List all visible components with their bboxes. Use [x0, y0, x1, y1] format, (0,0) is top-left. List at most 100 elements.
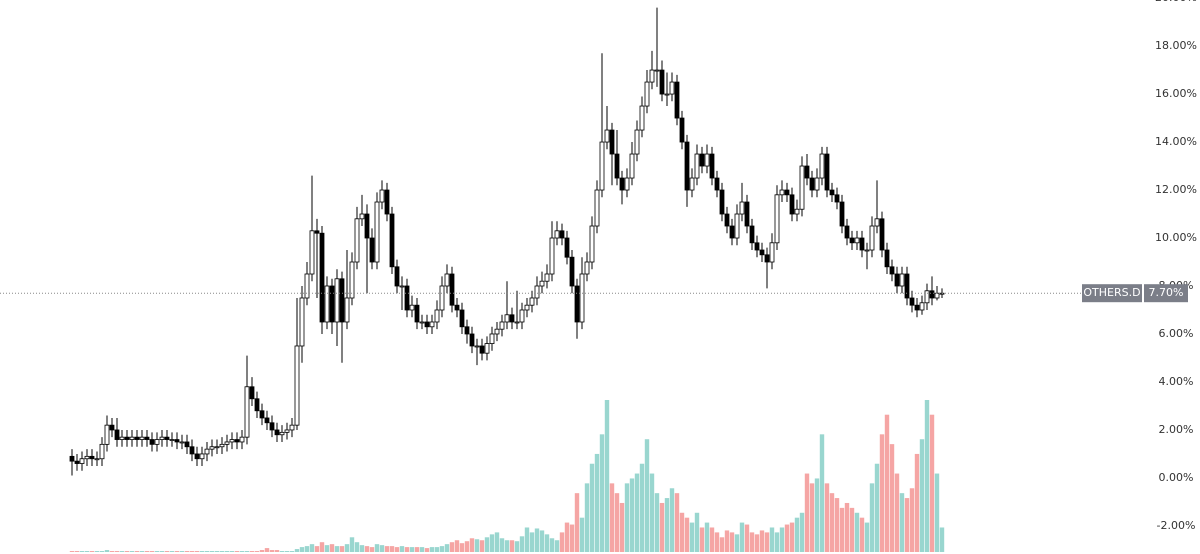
candle-body	[739, 201, 745, 215]
candle-body	[439, 285, 445, 311]
candle-body	[199, 453, 205, 460]
candle-body	[494, 328, 500, 335]
volume-bar	[444, 544, 450, 552]
price-tag	[1144, 284, 1188, 303]
y-tick-label: 16.00%	[1155, 87, 1197, 100]
volume-bar	[519, 536, 525, 552]
volume-bar	[434, 547, 440, 552]
volume-bar	[509, 540, 515, 552]
candle-body	[914, 304, 920, 311]
candle-body	[449, 273, 455, 306]
candle-body	[209, 446, 215, 450]
candle-body	[419, 321, 425, 324]
candle-body	[389, 213, 395, 268]
volume-bar	[769, 527, 775, 552]
candle-body	[214, 446, 220, 449]
volume-bar	[574, 493, 580, 552]
candle-body	[129, 436, 135, 440]
candle-body	[344, 297, 350, 323]
candle-body	[254, 398, 260, 412]
candle-body	[84, 455, 90, 460]
volume-bar	[609, 483, 615, 552]
candle-body	[689, 177, 695, 191]
volume-bar	[249, 551, 255, 552]
volume-bar	[689, 522, 695, 552]
volume-bar	[794, 517, 800, 552]
candle-body	[774, 194, 780, 244]
volume-bar	[739, 522, 745, 552]
volume-bar	[714, 532, 720, 552]
volume-bar	[209, 551, 215, 552]
candle-body	[334, 278, 340, 323]
volume-bar	[819, 434, 825, 552]
volume-bar	[904, 498, 910, 552]
candle-body	[904, 273, 910, 299]
volume-bar	[74, 551, 80, 552]
candle-body	[204, 448, 210, 455]
candle-body	[919, 302, 925, 311]
volume-bar	[539, 530, 545, 552]
volume-bar	[204, 551, 210, 552]
volume-bar	[584, 483, 590, 552]
candle-body	[374, 201, 380, 263]
volume-bar	[139, 551, 145, 552]
volume-bar	[639, 463, 645, 552]
volume-bar	[809, 483, 815, 552]
candle-body	[599, 141, 605, 191]
candle-body	[674, 81, 680, 119]
volume-bar	[614, 493, 620, 552]
volume-bar	[134, 551, 140, 552]
candle-body	[159, 436, 165, 440]
candle-body	[104, 424, 110, 445]
candle-body	[894, 273, 900, 287]
volume-bar	[169, 551, 175, 552]
candle-body	[629, 153, 635, 179]
volume-bar	[364, 546, 370, 552]
volume-bar	[749, 532, 755, 552]
volume-bar	[624, 483, 630, 552]
candle-body	[434, 309, 440, 323]
volume-bar	[69, 551, 75, 552]
candle-body	[924, 290, 930, 304]
volume-bar	[544, 534, 550, 552]
volume-bar	[379, 545, 385, 552]
candle-body	[379, 189, 385, 203]
volume-bar	[344, 544, 350, 552]
volume-bar	[884, 414, 890, 552]
volume-bar	[339, 546, 345, 552]
volume-bar	[334, 546, 340, 552]
candle-body	[279, 431, 285, 436]
volume-bar	[784, 524, 790, 552]
volume-bar	[939, 527, 945, 552]
volume-bar	[254, 551, 260, 552]
volume-bar	[599, 434, 605, 552]
volume-bar	[549, 538, 555, 552]
candle-body	[544, 273, 550, 282]
volume-bar	[179, 551, 185, 552]
volume-bar	[354, 542, 360, 552]
candle-body	[274, 429, 280, 436]
candle-body	[399, 285, 405, 288]
candle-body	[184, 441, 190, 448]
volume-bar	[89, 551, 95, 552]
volume-bar	[229, 551, 235, 552]
y-tick-label: 18.00%	[1155, 39, 1197, 52]
volume-bar	[284, 551, 290, 552]
candle-body	[519, 309, 525, 323]
y-tick-label: 0.00%	[1159, 471, 1194, 484]
candle-body	[574, 285, 580, 323]
volume-bar	[604, 400, 610, 552]
candle-body	[499, 321, 505, 330]
candle-body	[754, 242, 760, 251]
candle-body	[444, 273, 450, 287]
candle-body	[174, 439, 180, 443]
candle-body	[339, 278, 345, 323]
volume-bar	[919, 439, 925, 552]
volume-bar	[124, 551, 130, 552]
candle-body	[384, 189, 390, 215]
candle-body	[234, 439, 240, 443]
volume-bar	[164, 551, 170, 552]
candle-body	[869, 225, 875, 251]
candle-body	[314, 230, 320, 234]
volume-bar	[244, 551, 250, 552]
